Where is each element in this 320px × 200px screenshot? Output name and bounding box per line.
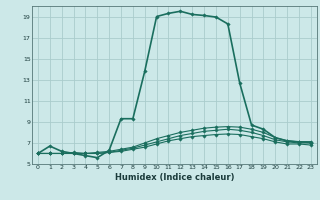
X-axis label: Humidex (Indice chaleur): Humidex (Indice chaleur) <box>115 173 234 182</box>
